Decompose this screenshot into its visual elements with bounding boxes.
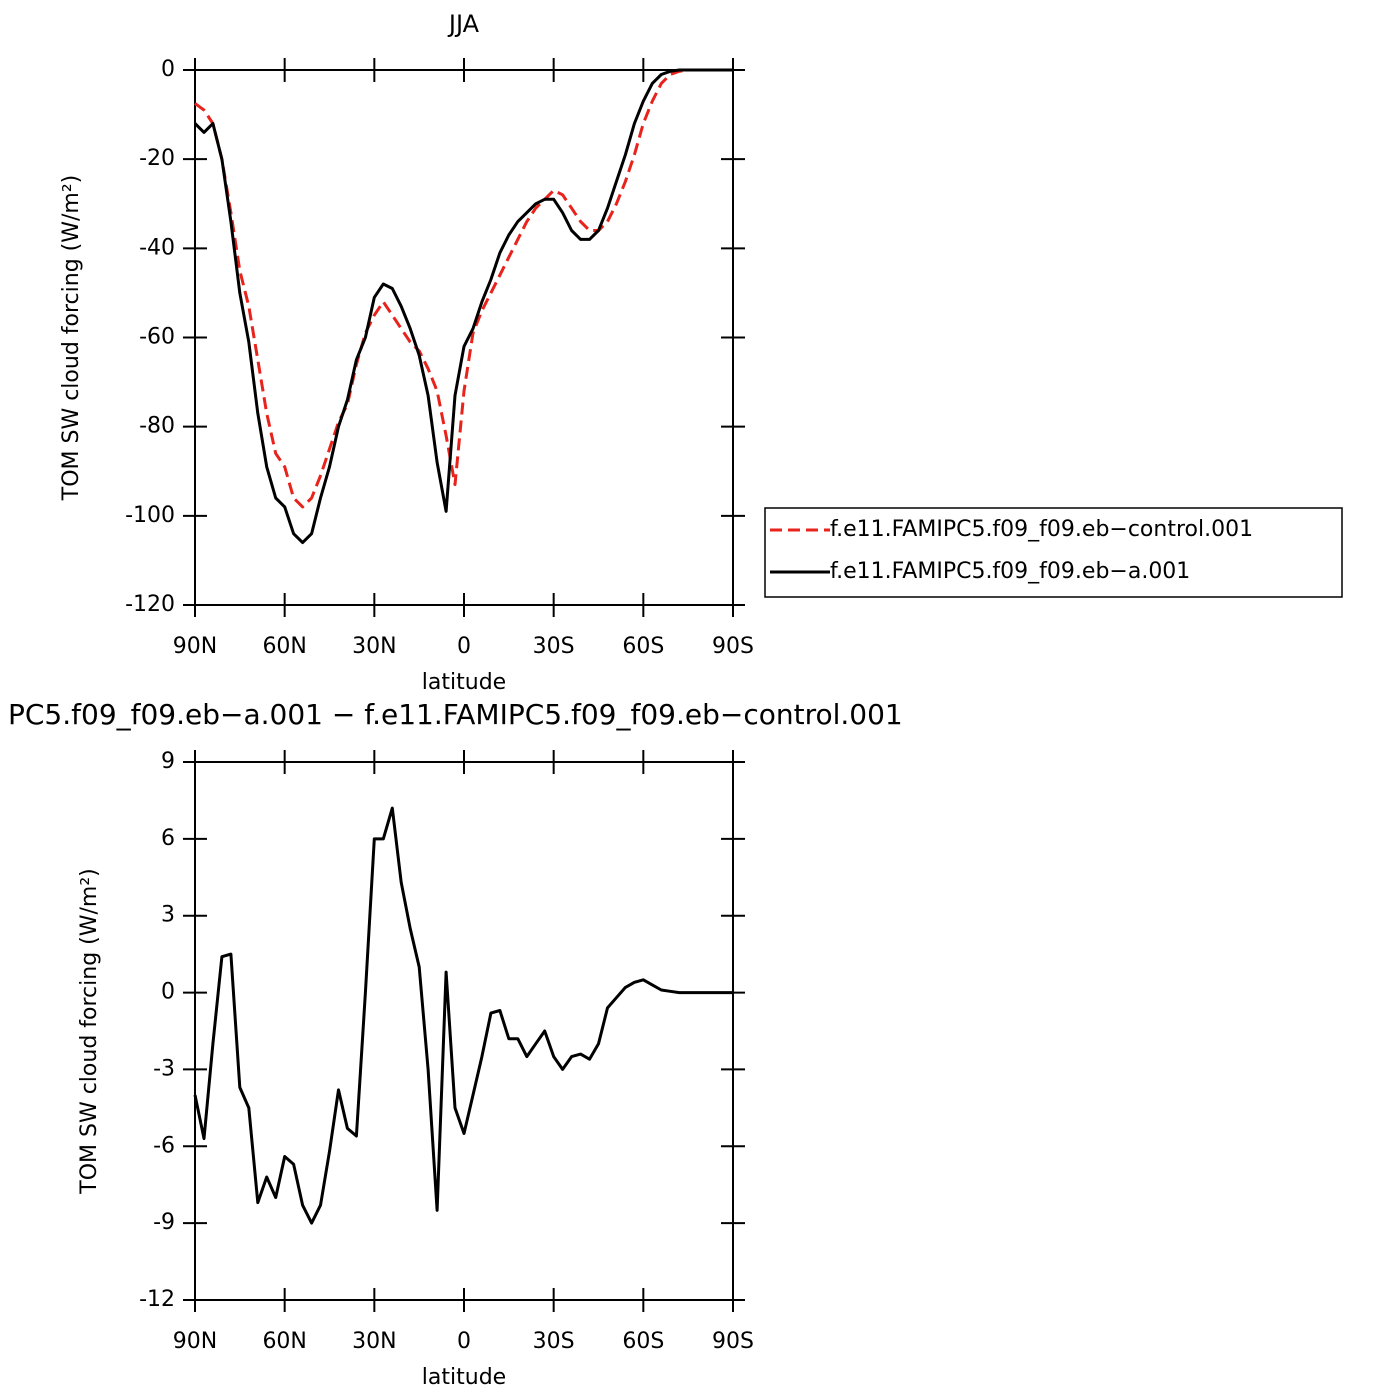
y-tick-label: 6 (161, 826, 175, 851)
legend-label: f.e11.FAMIPC5.f09_f09.eb−control.001 (830, 517, 1253, 542)
plot-frame (194, 761, 734, 1301)
x-tick-label: 30S (533, 634, 575, 659)
y-axis-label: TOM SW cloud forcing (W/m²) (77, 868, 102, 1194)
legend-box (764, 507, 1343, 598)
y-tick-label: -100 (125, 503, 175, 528)
y-tick-label: 3 (161, 903, 175, 928)
x-tick-label: 0 (457, 634, 471, 659)
x-axis-label: latitude (422, 1365, 506, 1390)
y-tick-label: -60 (139, 325, 175, 350)
x-tick-label: 30S (533, 1329, 575, 1354)
x-tick-label: 60S (622, 634, 664, 659)
x-tick-label: 90N (173, 634, 217, 659)
data-line (194, 68, 733, 509)
x-tick-label: 30N (352, 634, 396, 659)
y-tick-label: -80 (139, 414, 175, 439)
x-tick-label: 0 (457, 1329, 471, 1354)
y-tick-label: -40 (139, 235, 175, 260)
x-tick-label: 90S (712, 634, 754, 659)
x-tick-label: 30N (352, 1329, 396, 1354)
y-tick-label: -6 (153, 1133, 175, 1158)
y-tick-label: -20 (139, 146, 175, 171)
y-tick-label: 0 (161, 57, 175, 82)
y-tick-label: 9 (161, 749, 175, 774)
y-axis-label: TOM SW cloud forcing (W/m²) (59, 175, 84, 501)
chart-title: PC5.f09_f09.eb−a.001 − f.e11.FAMIPC5.f09… (8, 698, 903, 731)
x-tick-label: 60S (622, 1329, 664, 1354)
data-line (193, 806, 733, 1225)
plot-frame (194, 69, 734, 606)
y-tick-label: -120 (125, 592, 175, 617)
x-tick-label: 60N (262, 634, 306, 659)
chart-title: JJA (447, 10, 480, 38)
y-tick-label: -9 (153, 1210, 175, 1235)
data-line (193, 68, 733, 545)
y-tick-label: -12 (139, 1287, 175, 1312)
x-axis-label: latitude (422, 670, 506, 695)
x-tick-label: 90N (173, 1329, 217, 1354)
x-tick-label: 90S (712, 1329, 754, 1354)
y-tick-label: -3 (153, 1056, 175, 1081)
y-tick-label: 0 (161, 980, 175, 1005)
legend-label: f.e11.FAMIPC5.f09_f09.eb−a.001 (830, 559, 1190, 584)
x-tick-label: 60N (262, 1329, 306, 1354)
